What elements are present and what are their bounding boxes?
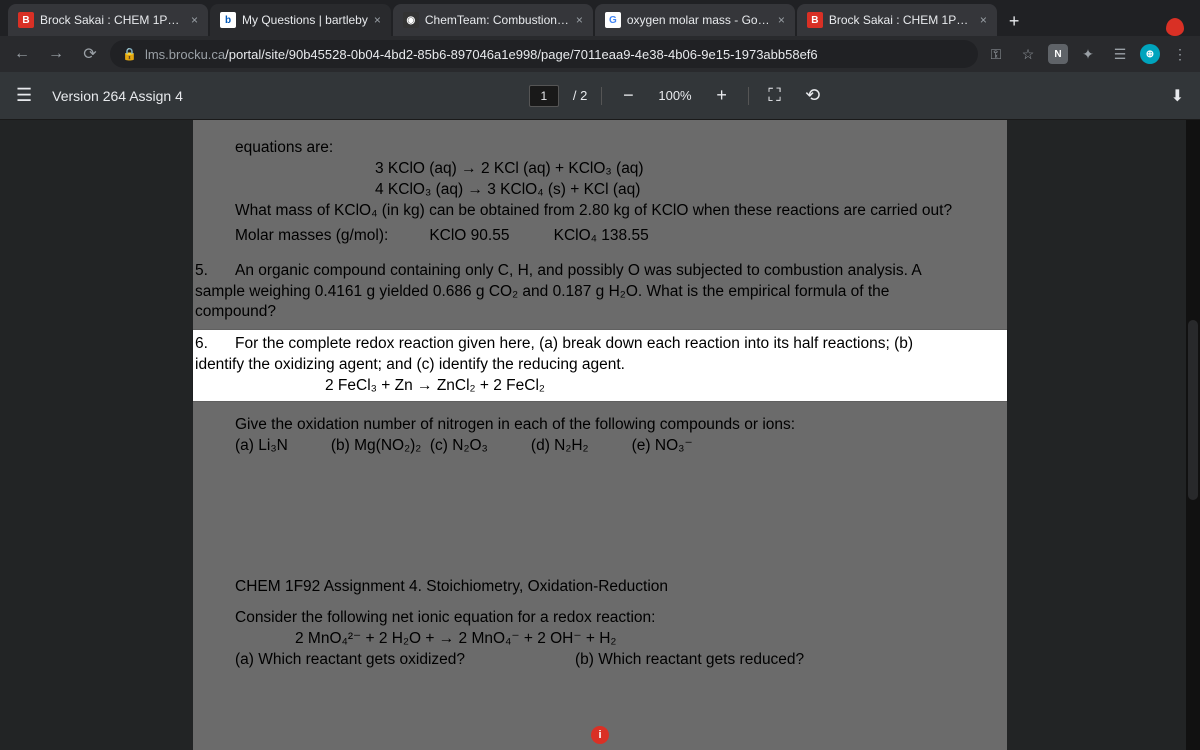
shield-icon[interactable] [1166, 18, 1184, 36]
equation: 3 KClO (aq) → 2 KCl (aq) + KClO₃ (aq) [235, 159, 965, 180]
close-icon[interactable]: × [374, 13, 381, 27]
tab-title: Brock Sakai : CHEM 1P91 - Fall [40, 13, 185, 27]
tab-title: oxygen molar mass - Google S [627, 13, 772, 27]
pdf-viewport: equations are: 3 KClO (aq) → 2 KCl (aq) … [0, 120, 1200, 750]
browser-tab[interactable]: B Brock Sakai : CHEM 1P91 - Fall × [797, 4, 997, 36]
close-icon[interactable]: × [576, 13, 583, 27]
download-icon[interactable]: ⬇ [1171, 86, 1184, 106]
menu-icon[interactable]: ⋮ [1168, 42, 1192, 66]
divider [601, 87, 602, 105]
scrollbar[interactable] [1186, 120, 1200, 750]
address-bar[interactable]: 🔒 lms.brocku.ca/portal/site/90b45528-0b0… [110, 40, 978, 68]
equations-heading: equations are: [235, 138, 965, 159]
favicon: B [18, 12, 34, 28]
tab-title: My Questions | bartleby [242, 13, 368, 27]
back-button[interactable]: ← [8, 40, 36, 68]
close-icon[interactable]: × [778, 13, 785, 27]
browser-toolbar: ← → ⟳ 🔒 lms.brocku.ca/portal/site/90b455… [0, 36, 1200, 72]
highlighted-region: 6. 6.For the complete redox reaction giv… [193, 330, 1007, 401]
zoom-out-button[interactable]: − [616, 84, 640, 108]
browser-tab[interactable]: G oxygen molar mass - Google S × [595, 4, 795, 36]
close-icon[interactable]: × [980, 13, 987, 27]
browser-tab[interactable]: b My Questions | bartleby × [210, 4, 391, 36]
equation: 4 KClO₃ (aq) → 3 KClO₄ (s) + KCl (aq) [235, 180, 965, 201]
zoom-in-button[interactable]: + [710, 84, 734, 108]
pdf-page: equations are: 3 KClO (aq) → 2 KCl (aq) … [193, 120, 1007, 750]
url-host: lms.brocku.ca [145, 47, 225, 62]
key-icon[interactable]: ⚿ [984, 42, 1008, 66]
browser-tab[interactable]: B Brock Sakai : CHEM 1P91 - Fall × [8, 4, 208, 36]
question-text: What mass of KClO₄ (in kg) can be obtain… [235, 201, 965, 222]
puzzle-icon[interactable]: ✦ [1076, 42, 1100, 66]
pdf-title: Version 264 Assign 4 [52, 88, 183, 104]
fit-page-icon[interactable]: ⛶ [763, 84, 787, 108]
favicon: G [605, 12, 621, 28]
scroll-thumb[interactable] [1188, 320, 1198, 500]
divider [748, 87, 749, 105]
page-footer: CHEM 1F92 Assignment 4. Stoichiometry, O… [235, 577, 965, 598]
reload-button[interactable]: ⟳ [76, 40, 104, 68]
hamburger-icon[interactable]: ☰ [16, 85, 32, 106]
lock-icon: 🔒 [122, 47, 137, 61]
browser-tab-strip: B Brock Sakai : CHEM 1P91 - Fall × b My … [0, 0, 1200, 36]
favicon: b [220, 12, 236, 28]
close-icon[interactable]: × [191, 13, 198, 27]
question-7: 7. Give the oxidation number of nitrogen… [235, 415, 965, 457]
favicon: ◉ [403, 12, 419, 28]
tab-title: Brock Sakai : CHEM 1P91 - Fall [829, 13, 974, 27]
url-path: /portal/site/90b45528-0b04-4bd2-85b6-897… [225, 47, 818, 62]
extension-icon[interactable]: N [1048, 44, 1068, 64]
new-tab-button[interactable]: + [999, 7, 1030, 36]
page-total: / 2 [573, 88, 587, 103]
profile-icon[interactable]: ⊕ [1140, 44, 1160, 64]
molar-masses: Molar masses (g/mol): KClO 90.55 KClO₄ 1… [235, 226, 965, 247]
forward-button[interactable]: → [42, 40, 70, 68]
question-5: 5. 5.An organic compound containing only… [235, 261, 965, 324]
rotate-icon[interactable]: ⟲ [801, 84, 825, 108]
favicon: B [807, 12, 823, 28]
browser-tab[interactable]: ◉ ChemTeam: Combustion Analy × [393, 4, 593, 36]
reading-list-icon[interactable]: ☰ [1108, 42, 1132, 66]
question-6: 6. 6.For the complete redox reaction giv… [235, 334, 965, 397]
star-icon[interactable]: ☆ [1016, 42, 1040, 66]
question-8: 8. Consider the following net ionic equa… [235, 608, 965, 671]
zoom-level: 100% [654, 88, 695, 103]
info-icon[interactable]: i [591, 726, 609, 744]
page-number-input[interactable]: 1 [529, 85, 559, 107]
tab-title: ChemTeam: Combustion Analy [425, 13, 570, 27]
pdf-toolbar: ☰ Version 264 Assign 4 1 / 2 − 100% + ⛶ … [0, 72, 1200, 120]
